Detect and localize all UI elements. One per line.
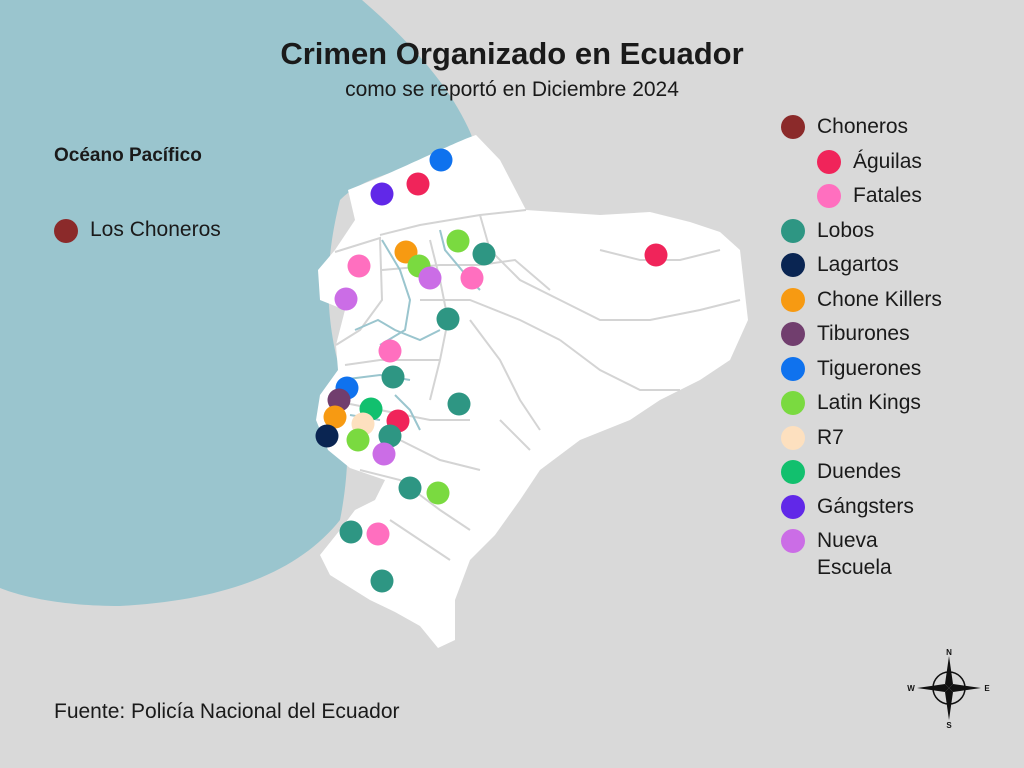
legend-dot (781, 391, 805, 415)
left-legend-item: Los Choneros (54, 217, 221, 243)
ocean-label: Océano Pacífico (54, 145, 202, 166)
pacific-ocean (0, 0, 475, 606)
map-subtitle: como se reportó en Diciembre 2024 (345, 78, 679, 101)
legend-label: Lagartos (817, 253, 899, 276)
legend-item: Lagartos (781, 251, 1011, 286)
legend-dot (781, 253, 805, 277)
legend-dot (54, 219, 78, 243)
legend-dot (781, 425, 805, 450)
gang-dot (381, 365, 405, 389)
legend-item: Latin Kings (781, 389, 1011, 424)
legend-label: Fatales (853, 184, 922, 207)
legend-label: Duendes (817, 460, 902, 483)
compass-rose-icon: N S W E (907, 648, 990, 728)
legend-item: Fatales (781, 182, 1011, 217)
gang-dot (398, 476, 422, 500)
legend-item: Nueva Escuela (781, 527, 1011, 581)
legend-item: Gángsters (781, 493, 1011, 528)
legend-item: Tiguerones (781, 355, 1011, 390)
legend-item: R7 (781, 424, 1011, 459)
gang-presence-dots (315, 148, 668, 593)
gang-dot (323, 405, 347, 429)
gang-dot (436, 307, 460, 331)
left-legend-label: Los Choneros (90, 218, 221, 241)
legend-dot (781, 356, 805, 381)
gang-dot (447, 392, 471, 416)
legend-label: Tiburones (817, 322, 910, 345)
gang-dot (472, 242, 496, 266)
gang-dot (366, 522, 390, 546)
gang-dot (347, 254, 371, 278)
gang-dot (426, 481, 450, 505)
gang-dot (418, 266, 442, 290)
legend-label: Chone Killers (817, 287, 942, 311)
legend-label: Lobos (817, 218, 875, 242)
gang-dot (370, 182, 394, 206)
legend-item: Águilas (781, 148, 1011, 183)
gang-dot (644, 243, 668, 267)
legend-dot (781, 287, 805, 312)
legend-item: Chone Killers (781, 286, 1011, 321)
gang-dot (429, 148, 453, 172)
compass-east: E (984, 684, 990, 693)
legend: Choneros Águilas Fatales Lobos Lagartos Chone… (781, 113, 1011, 581)
legend-label: Águilas (853, 149, 922, 173)
gang-dot (372, 442, 396, 466)
legend-item: Tiburones (781, 320, 1011, 355)
legend-label: Tiguerones (817, 356, 922, 380)
legend-dot (817, 184, 841, 208)
compass-west: W (907, 684, 915, 693)
gang-dot (446, 229, 470, 253)
legend-dot (781, 218, 805, 243)
gang-dot (460, 266, 484, 290)
legend-dot (781, 494, 805, 519)
compass-north: N (946, 648, 952, 657)
legend-dot (781, 115, 805, 139)
gang-dot (334, 287, 358, 311)
legend-dot (781, 460, 805, 484)
legend-dot (817, 149, 841, 174)
gang-dot (378, 424, 402, 448)
legend-dot (781, 322, 805, 346)
legend-label: Latin Kings (817, 391, 921, 414)
compass-south: S (946, 721, 952, 728)
map-title: Crimen Organizado en Ecuador (280, 36, 744, 71)
legend-label: R7 (817, 425, 844, 449)
gang-dot (406, 172, 430, 196)
legend-dot (781, 529, 805, 553)
gang-dot (378, 339, 402, 363)
gang-dot (370, 569, 394, 593)
gang-dot (346, 428, 370, 452)
legend-label: Nueva Escuela (817, 529, 892, 579)
gang-dot (315, 424, 339, 448)
gang-dot (339, 520, 363, 544)
legend-item: Lobos (781, 217, 1011, 252)
legend-label: Gángsters (817, 494, 914, 518)
legend-label: Choneros (817, 115, 909, 138)
legend-item: Choneros (781, 113, 1011, 148)
source-note: Fuente: Policía Nacional del Ecuador (54, 700, 400, 723)
legend-item: Duendes (781, 458, 1011, 493)
